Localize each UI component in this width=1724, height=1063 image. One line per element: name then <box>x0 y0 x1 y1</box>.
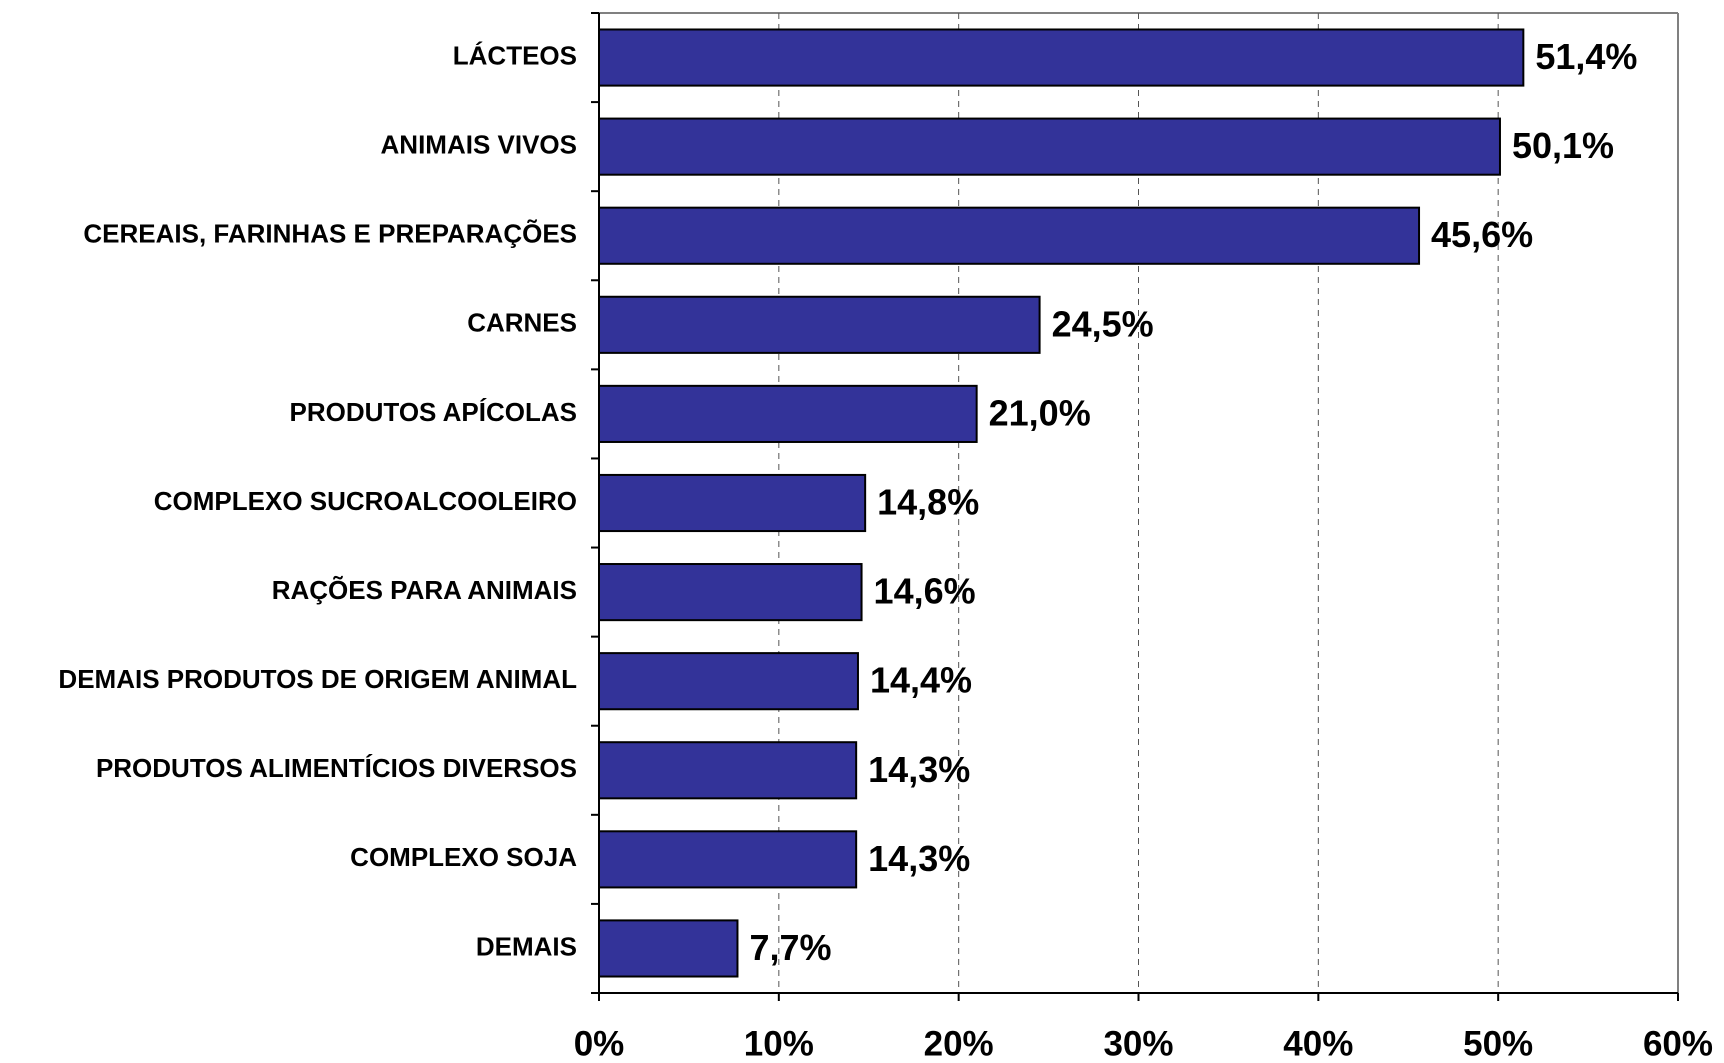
value-label: 7,7% <box>749 927 831 968</box>
bar <box>598 473 867 533</box>
x-tick-label: 40% <box>1283 1024 1353 1063</box>
x-tick-label: 10% <box>744 1024 814 1063</box>
x-tick-label: 0% <box>574 1024 625 1063</box>
bar <box>598 919 739 978</box>
value-label: 24,5% <box>1052 303 1154 344</box>
bar <box>598 295 1041 354</box>
y-tick-label: LÁCTEOS <box>453 40 577 70</box>
value-label: 14,8% <box>877 482 979 523</box>
value-label: 14,3% <box>868 838 970 879</box>
value-label: 51,4% <box>1535 36 1637 77</box>
y-tick-label: DEMAIS PRODUTOS DE ORIGEM ANIMAL <box>58 664 577 694</box>
y-tick-label: PRODUTOS ALIMENTÍCIOS DIVERSOS <box>96 753 577 783</box>
y-tick-label: PRODUTOS APÍCOLAS <box>290 397 577 427</box>
bar <box>598 563 863 622</box>
bar <box>598 28 1525 87</box>
y-tick-label: RAÇÕES PARA ANIMAIS <box>272 575 577 605</box>
x-tick-label: 60% <box>1643 1024 1713 1063</box>
bar <box>598 830 858 889</box>
y-tick-label: CEREAIS, FARINHAS E PREPARAÇÕES <box>83 219 577 249</box>
y-tick-label: COMPLEXO SUCROALCOOLEIRO <box>154 486 577 516</box>
y-tick-label: ANIMAIS VIVOS <box>381 130 577 160</box>
y-tick-label: CARNES <box>467 308 577 338</box>
value-label: 21,0% <box>989 392 1091 433</box>
value-label: 14,6% <box>874 571 976 612</box>
y-tick-label: DEMAIS <box>476 931 577 961</box>
value-label: 50,1% <box>1512 125 1614 166</box>
bar <box>598 206 1421 265</box>
bar <box>598 117 1501 176</box>
value-label: 45,6% <box>1431 214 1533 255</box>
bar <box>598 384 978 443</box>
value-label: 14,4% <box>870 660 972 701</box>
y-tick-label: COMPLEXO SOJA <box>350 842 577 872</box>
bar <box>598 652 859 711</box>
x-tick-label: 20% <box>924 1024 994 1063</box>
bar <box>598 741 858 800</box>
value-label: 14,3% <box>868 749 970 790</box>
x-tick-label: 30% <box>1103 1024 1173 1063</box>
x-tick-label: 50% <box>1463 1024 1533 1063</box>
